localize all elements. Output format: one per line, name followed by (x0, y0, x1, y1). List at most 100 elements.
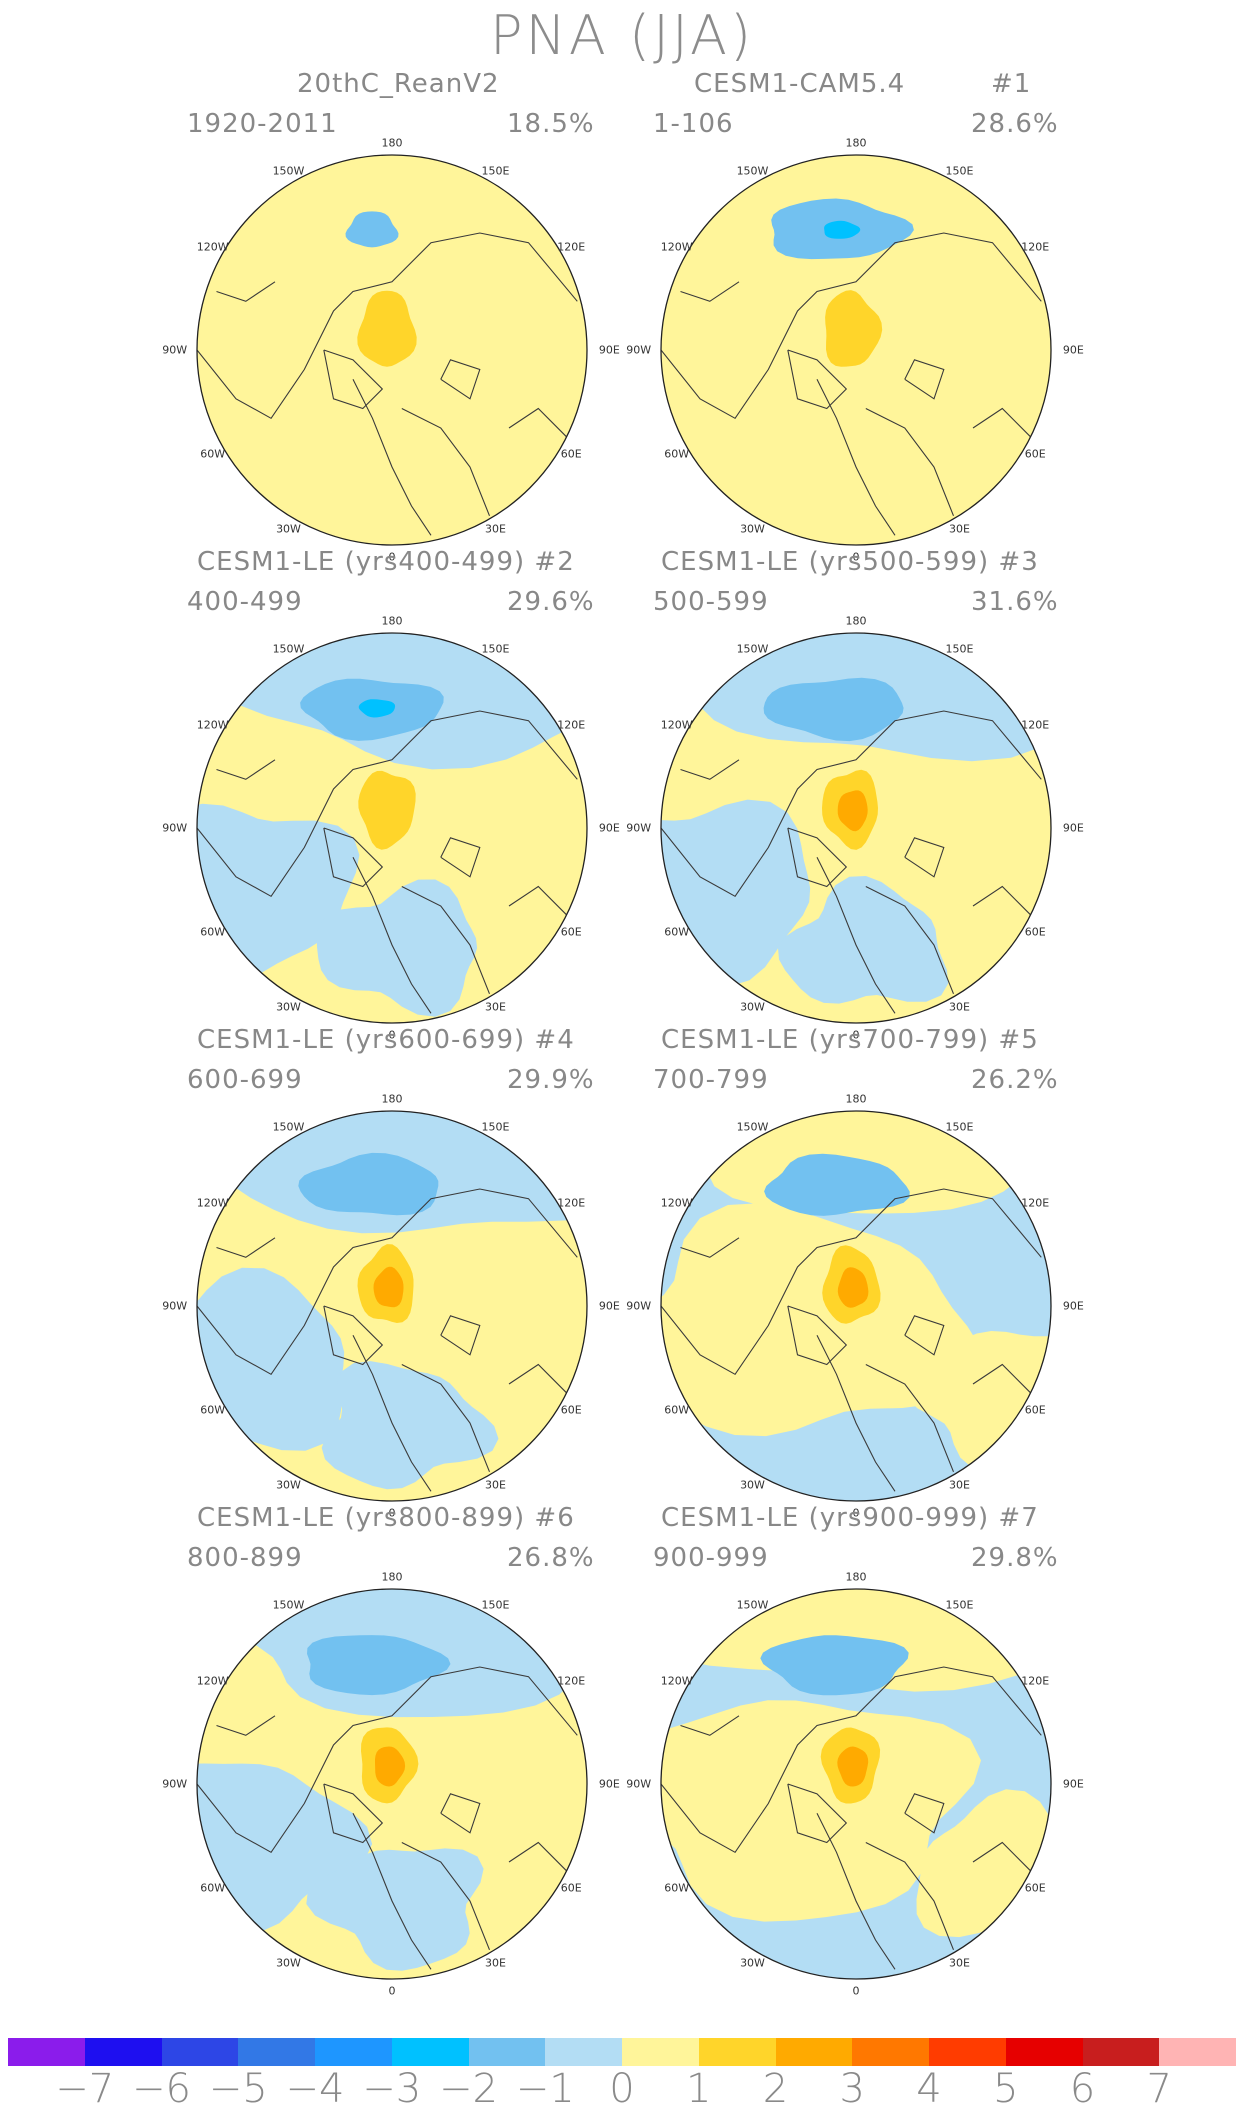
colorbar-tick-label: −1 (515, 2066, 575, 2112)
coastline (787, 1305, 848, 1366)
colorbar-swatch (698, 2038, 776, 2066)
coastline (904, 1315, 945, 1356)
map-field (661, 1589, 1051, 1979)
longitude-label: 180 (381, 614, 403, 628)
map-boundary (660, 1110, 1052, 1502)
field-region-positive (900, 1331, 1051, 1473)
positive-center-level3 (375, 1746, 406, 1787)
longitude-label: 60E (1024, 447, 1046, 460)
polar-map (196, 154, 588, 546)
coastline (508, 407, 568, 439)
colorbar-tick-label: −7 (55, 2066, 115, 2112)
field-region-negative (306, 1848, 484, 1971)
positive-center-level3 (837, 1746, 869, 1787)
longitude-label: 150W (736, 1598, 769, 1612)
polar-map (660, 1110, 1052, 1502)
longitude-label: 90E (1062, 1777, 1084, 1791)
panel-variance-explained: 29.8% (971, 1543, 1059, 1573)
longitude-label: 180 (381, 136, 403, 150)
colorbar-tick-label: 6 (1069, 2066, 1096, 2112)
field-region-negative (321, 1361, 499, 1490)
colorbar-tick-label: 0 (609, 2066, 635, 2112)
coastline (323, 1305, 384, 1366)
coastline (661, 232, 1042, 420)
longitude-label: 30W (276, 522, 301, 536)
longitude-label: 90E (598, 1777, 620, 1791)
coastline (661, 1666, 1042, 1854)
longitude-label: 30W (276, 1956, 301, 1970)
map-boundary (196, 632, 588, 1024)
map-panel: CESM1-LE (yrs700-799) #5 700-799 26.2% 180 1… (621, 1025, 1091, 1541)
map-field (661, 633, 1051, 1023)
longitude-label: 30E (485, 1956, 506, 1970)
longitude-label: 60E (1024, 1881, 1046, 1894)
negative-center-level2 (764, 1153, 910, 1216)
longitude-label: 120W (196, 718, 229, 731)
polar-map (660, 1588, 1052, 1980)
colorbar-swatch (238, 2038, 315, 2066)
longitude-label: 30W (740, 1000, 765, 1014)
field-region-positive (916, 1789, 1051, 1940)
longitude-label: 30W (740, 1956, 765, 1970)
negative-center-level3 (824, 220, 861, 239)
map-boundary (660, 632, 1052, 1024)
longitude-label: 90W (626, 821, 652, 835)
coastline (508, 1363, 568, 1395)
longitude-label: 60W (664, 1881, 690, 1894)
coastline (323, 349, 384, 410)
longitude-label: 150W (272, 164, 305, 178)
panel-variance-explained: 26.2% (971, 1065, 1059, 1095)
coastline (972, 1841, 1032, 1873)
map-panel: CESM1-LE (yrs400-499) #2 400-499 29.6% 180 1… (157, 547, 627, 1063)
coastline (440, 1793, 481, 1834)
longitude-label: 30W (740, 522, 765, 536)
field-region-negative (197, 803, 360, 987)
positive-center-level3 (837, 790, 868, 832)
map-field (197, 1111, 587, 1501)
coastline (680, 759, 740, 780)
longitude-label: 150W (736, 1120, 769, 1134)
colorbar-tick-label: 4 (916, 2066, 942, 2112)
longitude-label: 90W (162, 1299, 188, 1313)
longitude-label: 120W (196, 1196, 229, 1209)
positive-center-level3 (837, 1267, 869, 1308)
longitude-label: 60E (560, 1403, 582, 1416)
panel-variance-explained: 26.8% (507, 1543, 595, 1573)
longitude-label: 120E (1021, 1196, 1050, 1209)
map-panel: 20thC_ReanV2 1920-2011 18.5% 180 150E 120E 90E… (157, 69, 627, 585)
panel-variance-explained: 29.6% (507, 587, 595, 617)
map-boundary (196, 1110, 588, 1502)
longitude-label: 90E (598, 343, 620, 357)
longitude-label: 0 (388, 1028, 396, 1042)
positive-center-level3 (373, 1266, 404, 1308)
longitude-label: 120W (196, 240, 229, 253)
coastline (904, 1793, 945, 1834)
longitude-label: 60E (560, 925, 582, 938)
colorbar-swatch (391, 2038, 469, 2066)
coastline (865, 886, 955, 995)
colorbar-swatch (852, 2038, 929, 2066)
longitude-label: 0 (388, 550, 396, 564)
panel-title: CESM1-LE (yrs400-499) #2 (197, 547, 575, 577)
longitude-label: 90E (1062, 1299, 1084, 1313)
panel-title: CESM1-LE (yrs700-799) #5 (661, 1025, 1039, 1055)
map-field (197, 155, 587, 545)
coastline (787, 349, 848, 410)
longitude-label: 120E (1021, 1674, 1050, 1687)
coastline (680, 1715, 740, 1736)
longitude-label: 120W (196, 1674, 229, 1687)
longitude-label: 0 (852, 1028, 860, 1042)
map-field (661, 1111, 1051, 1501)
longitude-label: 90W (626, 1777, 652, 1791)
longitude-label: 90E (598, 821, 620, 835)
longitude-label: 120E (557, 1196, 586, 1209)
coastline (440, 1315, 481, 1356)
coastline (323, 827, 384, 888)
map-field (197, 1589, 587, 1979)
longitude-label: 150W (736, 642, 769, 656)
negative-center-level2 (307, 1635, 451, 1696)
longitude-label: 90W (626, 343, 652, 357)
map-boundary (196, 1588, 588, 1980)
coastline (508, 885, 568, 917)
panel-title: CESM1-CAM5.4 (694, 69, 906, 99)
